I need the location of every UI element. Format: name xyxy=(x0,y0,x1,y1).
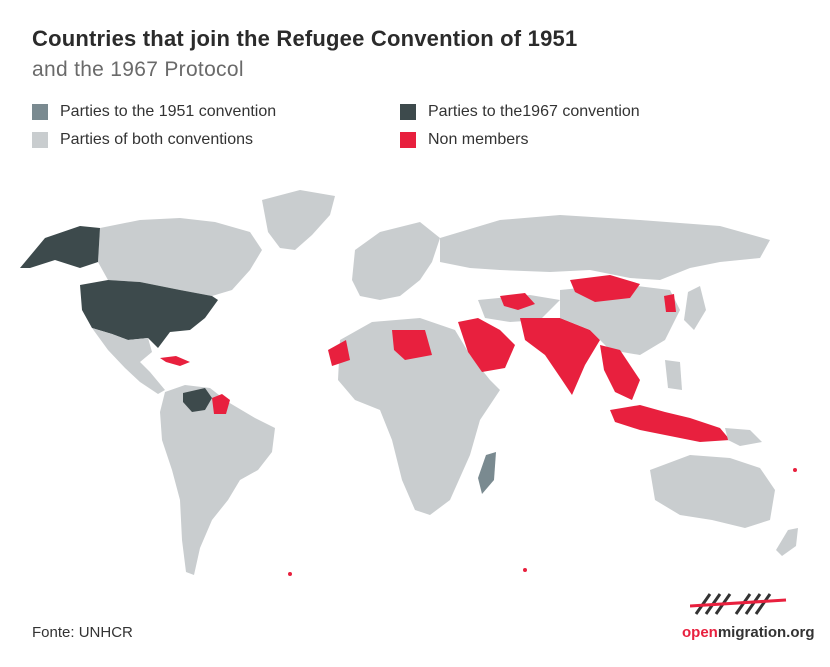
legend-swatch-1967 xyxy=(400,104,416,120)
legend-label-both: Parties of both conventions xyxy=(60,131,254,148)
logo-text-rest: migration.org xyxy=(717,624,815,641)
world-map xyxy=(20,190,798,576)
source-text: Fonte: UNHCR xyxy=(32,624,133,641)
map-subtitle: and the 1967 Protocol xyxy=(32,58,244,81)
greenland xyxy=(262,190,335,250)
madagascar xyxy=(478,452,496,494)
south-america xyxy=(160,385,275,575)
indonesia xyxy=(610,405,730,442)
southeast-asia xyxy=(600,345,640,400)
legend-label-non: Non members xyxy=(428,131,529,148)
legend-label-1967: Parties to the1967 convention xyxy=(428,103,640,120)
africa xyxy=(338,318,500,515)
china xyxy=(560,284,680,355)
canada xyxy=(98,218,262,296)
north-korea xyxy=(664,294,676,312)
western-sahara xyxy=(328,340,350,366)
mexico xyxy=(92,328,165,394)
legend-label-1951: Parties to the 1951 convention xyxy=(60,103,277,120)
guianas xyxy=(212,394,230,414)
legend-item-1951: Parties to the 1951 convention xyxy=(32,103,276,121)
legend-swatch-both xyxy=(32,132,48,148)
alaska xyxy=(20,226,100,268)
india-region xyxy=(520,318,600,395)
libya xyxy=(392,330,432,360)
arabian-peninsula xyxy=(458,318,515,372)
logo-icon[interactable] xyxy=(690,586,790,620)
new-zealand xyxy=(776,528,798,556)
pacific-island-3 xyxy=(793,468,797,472)
mongolia xyxy=(570,275,640,302)
europe xyxy=(352,222,440,300)
legend-swatch-non xyxy=(400,132,416,148)
legend-item-both: Parties of both conventions xyxy=(32,131,253,149)
russia xyxy=(440,215,770,280)
japan xyxy=(684,286,706,330)
philippines xyxy=(665,360,682,390)
legend-swatch-1951 xyxy=(32,104,48,120)
venezuela xyxy=(183,388,212,412)
usa xyxy=(80,280,218,348)
uzbekistan xyxy=(500,293,535,310)
legend-item-1967: Parties to the1967 convention xyxy=(400,103,640,121)
map-title: Countries that join the Refugee Conventi… xyxy=(32,26,578,51)
pacific-island xyxy=(288,572,292,576)
australia xyxy=(650,455,775,528)
cuba xyxy=(160,356,190,366)
papua xyxy=(725,428,762,446)
logo-text-accent: open xyxy=(682,624,718,641)
pacific-island-2 xyxy=(523,568,527,572)
legend-item-non: Non members xyxy=(400,131,528,149)
logo-text[interactable]: openmigration.org xyxy=(682,624,815,641)
